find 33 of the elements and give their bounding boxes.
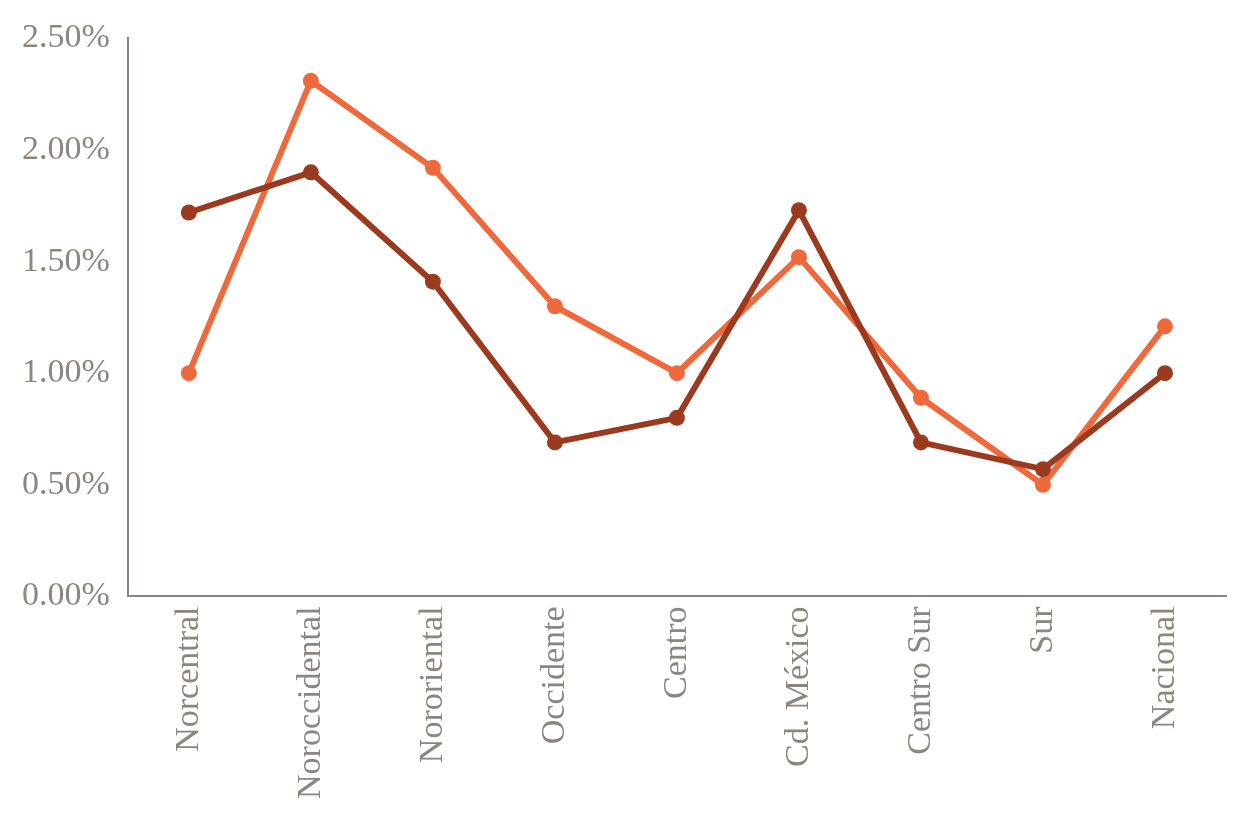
y-tick-label: 1.00%: [21, 352, 110, 390]
point: [1156, 365, 1173, 382]
y-tick-label: 1.50%: [21, 240, 110, 278]
x-tick-label: Noroccidental: [289, 606, 327, 799]
point: [790, 202, 807, 219]
x-tick-label: Cd. México: [777, 606, 815, 767]
point: [424, 159, 441, 176]
y-tick-label: 2.50%: [21, 17, 110, 55]
point: [668, 365, 685, 382]
y-tick-label: 2.00%: [21, 128, 110, 166]
point: [1034, 476, 1051, 493]
point: [668, 409, 685, 426]
x-tick-label: Nacional: [1143, 606, 1181, 730]
point: [1034, 461, 1051, 478]
point: [302, 164, 319, 181]
point: [424, 273, 441, 290]
x-tick-label: Norcentral: [167, 606, 205, 752]
x-tick-label: Nororiental: [411, 606, 449, 764]
point: [546, 434, 563, 451]
x-tick-label: Centro Sur: [899, 605, 937, 755]
point: [790, 249, 807, 266]
y-tick-label: 0.50%: [21, 463, 110, 501]
point: [1156, 318, 1173, 335]
point: [912, 434, 929, 451]
y-tick-label: 0.00%: [21, 575, 110, 613]
x-tick-label: Centro: [655, 606, 693, 699]
point: [912, 389, 929, 406]
point: [180, 204, 197, 221]
point: [546, 298, 563, 315]
point: [180, 365, 197, 382]
point: [302, 72, 319, 89]
x-tick-label: Occidente: [533, 606, 571, 745]
x-tick-label: Sur: [1021, 605, 1059, 654]
